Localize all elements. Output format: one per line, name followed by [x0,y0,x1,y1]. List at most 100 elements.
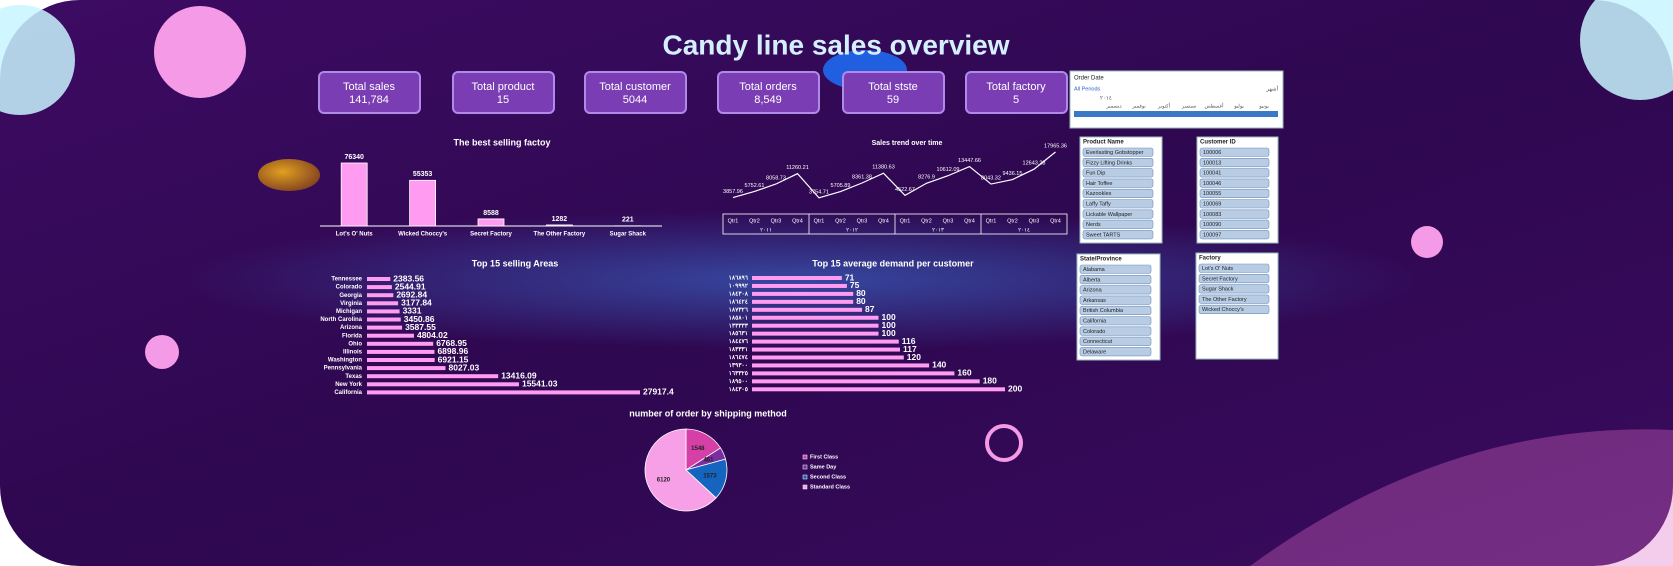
bar [752,363,930,368]
legend-swatch [802,464,808,470]
kpi-label: Total orders [739,81,797,93]
slicer-item[interactable] [1079,326,1152,336]
value-label: 80 [856,296,866,306]
slicer-item[interactable] [1198,284,1270,294]
slicer-item[interactable] [1082,188,1154,198]
slicer-item[interactable] [1079,305,1152,316]
value-label: 3450.86 [404,314,435,324]
x-tick-label: Qtr1 [986,218,997,224]
value-label: 140 [932,360,946,370]
slicer-item[interactable] [1082,219,1154,229]
slicer-item[interactable] [1198,294,1270,304]
slicer-item-label: Sugar Shack [1202,287,1234,293]
slicer-title: Customer ID [1200,140,1236,146]
decor-circle [1580,0,1673,100]
bar [367,325,403,330]
slicer-item[interactable] [1079,295,1152,305]
value-label: 87 [865,304,875,314]
bar [752,355,904,360]
value-label: 13416.09 [501,370,537,380]
slicer-title: Product Name [1083,140,1124,146]
slicer-item[interactable] [1199,219,1270,229]
timeline-year: ٢٠١٤ [1100,95,1112,101]
value-label: 6120 [657,477,671,483]
kpi-value: 8,549 [754,94,782,106]
slicer-item-label: Arizona [1083,288,1103,294]
value-label: 5752.61 [745,183,765,189]
slicer-item-label: Hair Toffee [1086,181,1112,187]
bar [367,382,519,387]
x-tick-label: Qtr1 [728,218,739,224]
slicer-item[interactable] [1198,304,1270,315]
timeline-period: All Periods [1074,86,1101,92]
slicer-item[interactable] [1199,199,1270,209]
kpi-label: Total sales [343,81,395,93]
category-label: ١٨٥٦٣١ [729,331,748,337]
value-label: 116 [902,336,916,346]
chart-title: The best selling factoy [453,137,550,147]
slicer-item[interactable] [1079,264,1152,274]
value-label: 3177.84 [401,298,432,308]
category-label: California [334,390,362,396]
decor-circle [1411,226,1443,258]
category-label: ١٠٩٩٩٢ [729,284,749,290]
value-label: 5705.89 [831,183,851,189]
slicer-item[interactable] [1199,188,1270,198]
category-label: Arizona [340,325,363,331]
x-tick-label: Qtr3 [1029,218,1040,224]
slicer-item[interactable] [1082,209,1154,219]
slicer-item[interactable] [1079,285,1152,295]
timeline-month: يونيو [1258,103,1269,109]
value-label: 160 [957,368,971,378]
slicer-item[interactable] [1082,199,1154,209]
category-label: ١٨٤٣٠٥ [729,387,748,393]
category-label: Pennsylvania [324,366,363,372]
slicer-item[interactable] [1199,209,1270,219]
slicer-item[interactable] [1082,147,1154,157]
slicer-item[interactable] [1079,274,1152,285]
bar [367,374,499,379]
slicer-item[interactable] [1082,178,1154,188]
slicer-title: Factory [1199,256,1221,262]
slicer-item[interactable] [1199,230,1270,240]
timeline-bar[interactable] [1074,111,1278,117]
slicer-item[interactable] [1079,316,1152,326]
slicer-item[interactable] [1199,158,1270,168]
x-tick-label: Qtr3 [857,218,868,224]
timeline-month: أغسطس [1205,101,1225,109]
value-label: 117 [903,344,917,354]
kpi-value: 141,784 [349,94,389,106]
bar [752,291,854,296]
slicer-item-label: Lickable Wallpaper [1086,212,1132,218]
x-tick-label: Qtr2 [749,218,760,224]
chart-title: number of order by shipping method [629,408,787,418]
x-tick-label: Qtr3 [943,218,954,224]
slicer-item[interactable] [1082,168,1154,178]
slicer-item[interactable] [1198,273,1270,284]
slicer-item[interactable] [1199,178,1270,188]
category-label: The Other Factory [534,232,586,238]
slicer-item-label: Alabama [1083,267,1106,273]
slicer-item[interactable] [1082,158,1154,168]
category-label: Secret Factory [470,232,512,238]
slicer-item-label: 100041 [1203,171,1221,177]
slicer-item-label: California [1083,318,1107,324]
slicer-item-label: Arkansas [1083,298,1106,304]
value-label: 2544.91 [395,281,426,291]
bar [752,387,1005,392]
slicer-item[interactable] [1199,147,1270,157]
slicer-item-label: 100046 [1203,181,1221,187]
slicer-item[interactable] [1082,230,1154,240]
value-label: 75 [850,280,860,290]
slicer-item[interactable] [1079,336,1152,346]
category-label: Ohio [348,341,362,347]
value-label: 1282 [552,216,568,223]
slicer-item[interactable] [1079,347,1152,357]
slicer-item[interactable] [1199,168,1270,178]
group-label: ٢٠١١ [760,227,772,233]
slicer-item-label: Alberta [1083,277,1101,283]
slicer-item-label: Laffy Taffy [1086,201,1111,207]
value-label: 2692.84 [396,289,427,299]
bar [752,371,955,376]
slicer-item[interactable] [1198,263,1270,273]
